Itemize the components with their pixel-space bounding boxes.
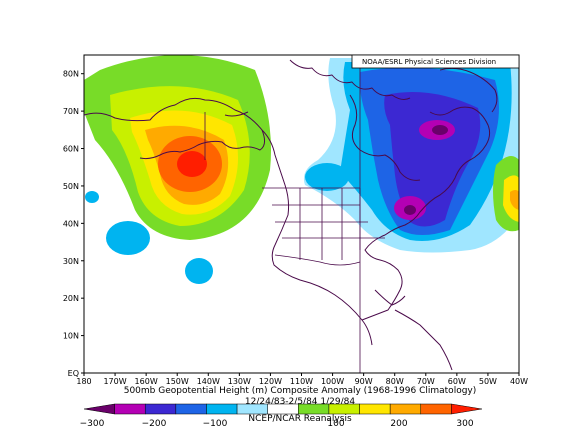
colorbar-label: −200 bbox=[142, 419, 167, 429]
lon-tick-label: 110W bbox=[290, 377, 313, 386]
lon-tick-label: 100W bbox=[321, 377, 344, 386]
colorbar-segment bbox=[359, 403, 391, 415]
colorbar-label: −300 bbox=[80, 419, 105, 429]
colorbar-segment bbox=[144, 403, 177, 415]
colorbar bbox=[83, 403, 483, 415]
colorbar-segment bbox=[298, 403, 330, 415]
positive-anomaly-alaska bbox=[84, 55, 271, 240]
lat-tick-label: 70N bbox=[63, 107, 79, 116]
lat-tick-label: 50N bbox=[63, 182, 79, 191]
lat-tick-label: 20N bbox=[63, 294, 79, 303]
latitude-ticks: 80N 70N 60N 50N 40N 30N 20N 10N EQ bbox=[63, 70, 84, 378]
lat-tick-label: 80N bbox=[63, 70, 79, 79]
colorbar-labels: −300 −200 −100 100 200 300 bbox=[80, 419, 474, 429]
colorbar-label: 100 bbox=[327, 419, 344, 429]
negative-patch-rockies bbox=[305, 163, 349, 191]
lon-tick-label: 160W bbox=[135, 377, 158, 386]
lat-tick-label: 10N bbox=[63, 332, 79, 341]
lon-tick-label: 70W bbox=[417, 377, 435, 386]
negative-patch-pacific bbox=[106, 221, 150, 255]
colorbar-segment bbox=[267, 403, 299, 415]
colorbar-segment bbox=[328, 403, 360, 415]
colorbar-label: −100 bbox=[203, 419, 228, 429]
colorbar-segment bbox=[114, 403, 146, 415]
anomaly-fields bbox=[84, 55, 519, 373]
colorbar-segment bbox=[420, 403, 452, 415]
credit-box bbox=[351, 54, 520, 69]
lat-tick-label: EQ bbox=[68, 369, 79, 378]
colorbar-label: 300 bbox=[456, 419, 473, 429]
lon-tick-label: 150W bbox=[166, 377, 189, 386]
credit-text: NOAA/ESRL Physical Sciences Division bbox=[362, 58, 496, 66]
negative-patch-hawaii bbox=[185, 258, 213, 284]
borders bbox=[204, 58, 385, 373]
lon-tick-label: 130W bbox=[228, 377, 251, 386]
negative-patch-west bbox=[85, 191, 99, 203]
lon-tick-label: 40W bbox=[510, 377, 528, 386]
lon-tick-label: 170W bbox=[103, 377, 126, 386]
lat-tick-label: 30N bbox=[63, 257, 79, 266]
longitude-ticks: 180 170W 160W 150W 140W 130W 120W 110W 100W 90W 80… bbox=[76, 373, 528, 386]
map-dates: 12/24/83-2/5/84 1/29/84 bbox=[245, 397, 355, 407]
lon-tick-label: 90W bbox=[355, 377, 373, 386]
lon-tick-label: 50W bbox=[479, 377, 497, 386]
colorbar-label: 200 bbox=[390, 419, 407, 429]
source-text: NCEP/NCAR Reanalysis bbox=[248, 414, 352, 424]
lat-tick-label: 40N bbox=[63, 219, 79, 228]
lon-tick-label: 80W bbox=[386, 377, 404, 386]
colorbar-segment bbox=[206, 403, 238, 415]
coastlines bbox=[84, 59, 498, 371]
lat-tick-label: 60N bbox=[63, 145, 79, 154]
colorbar-segment bbox=[451, 403, 483, 415]
colorbar-segment bbox=[83, 403, 115, 415]
colorbar-segment bbox=[389, 403, 422, 415]
colorbar-segment bbox=[175, 403, 207, 415]
lon-tick-label: 60W bbox=[448, 377, 466, 386]
lon-tick-label: 180 bbox=[76, 377, 91, 386]
map-title: 500mb Geopotential Height (m) Composite … bbox=[124, 386, 477, 396]
lon-tick-label: 140W bbox=[197, 377, 220, 386]
lon-tick-label: 120W bbox=[259, 377, 282, 386]
colorbar-segment bbox=[236, 403, 268, 415]
